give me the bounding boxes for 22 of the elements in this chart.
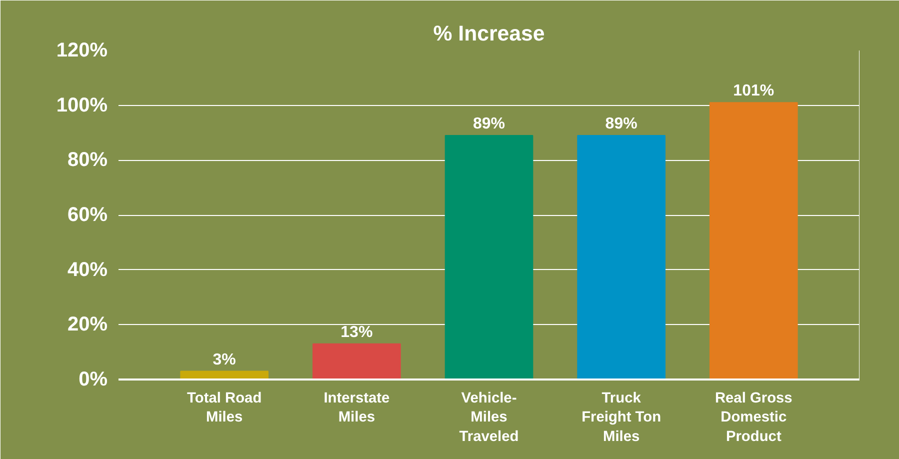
data-label: 13% [340, 324, 373, 341]
y-tick-label: 80% [67, 149, 108, 172]
y-tick-label: 60% [67, 204, 108, 226]
y-tick-label: 40% [67, 258, 108, 281]
x-tick-label: Vehicle- Miles Traveled [459, 390, 519, 445]
y-tick-label: 20% [67, 314, 108, 336]
bar [444, 134, 534, 380]
x-tick-label: Real Gross Domestic Product [714, 390, 792, 445]
x-tick-label: Interstate Miles [324, 390, 390, 426]
data-label: 89% [472, 115, 506, 132]
x-tick-label: Truck Freight Ton Miles [582, 390, 662, 445]
chart-title: % Increase [433, 22, 545, 46]
bar [312, 343, 401, 380]
y-tick-label: 100% [56, 94, 108, 116]
data-label: 89% [605, 115, 638, 132]
y-tick-label: 0% [78, 368, 108, 390]
bar [577, 134, 666, 380]
bar [709, 102, 798, 380]
x-tick-label: Total Road Miles [187, 390, 262, 426]
y-tick-label: 120% [56, 40, 108, 62]
data-label: 3% [212, 351, 236, 368]
data-label: 101% [733, 82, 774, 100]
